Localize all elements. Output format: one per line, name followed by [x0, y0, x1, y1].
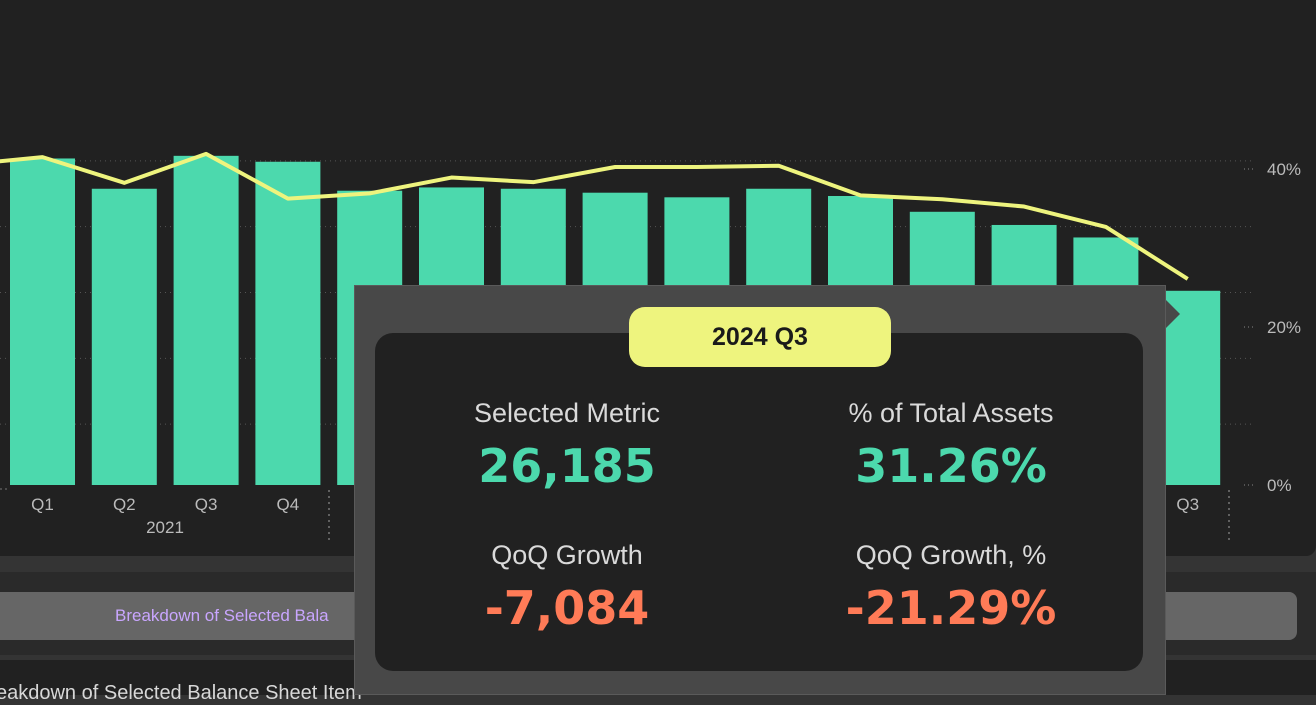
bar: [10, 158, 75, 485]
tooltip-period-badge: 2024 Q3: [629, 307, 891, 367]
metric-value: 26,185: [478, 439, 656, 493]
bar: [173, 155, 239, 486]
metric-label: % of Total Assets: [848, 398, 1054, 428]
tooltip-pointer: [1166, 300, 1180, 328]
bar: [255, 161, 321, 485]
metric-selected: Selected Metric 26,185: [375, 398, 759, 493]
metric-label: QoQ Growth, %: [855, 540, 1047, 570]
x-tick-label: Q3: [1176, 495, 1199, 514]
metric-value: -21.29%: [845, 581, 1057, 635]
x-tick-label: Q1: [31, 495, 54, 514]
breakdown-title: eakdown of Selected Balance Sheet Item: [0, 682, 362, 704]
metric-label: Selected Metric: [473, 398, 661, 428]
x-tick-label: Q3: [195, 495, 218, 514]
line-series: [0, 151, 1189, 281]
metric-value: -7,084: [484, 581, 650, 635]
metric-qoq-growth-pct: QoQ Growth, % -21.29%: [759, 540, 1143, 635]
bar: [91, 188, 157, 485]
tooltip-card: Selected Metric 26,185 % of Total Assets…: [375, 333, 1143, 671]
metric-qoq-growth: QoQ Growth -7,084: [375, 540, 759, 635]
metric-label: QoQ Growth: [491, 540, 643, 570]
chart-tooltip: Selected Metric 26,185 % of Total Assets…: [354, 285, 1166, 695]
x-tick-label: Q2: [113, 495, 136, 514]
y-tick-label: 40%: [1267, 160, 1301, 179]
y-tick-label: 20%: [1267, 318, 1301, 337]
year-label: 2021: [146, 518, 184, 537]
chart-panel: 40% 20% 0% Q1 Q2 Q3 Q4 Q3 2021: [0, 0, 1316, 556]
metric-pct-total-assets: % of Total Assets 31.26%: [759, 398, 1143, 493]
y-tick-label: 0%: [1267, 476, 1292, 495]
x-tick-label: Q4: [277, 495, 300, 514]
metric-value: 31.26%: [855, 439, 1047, 493]
breakdown-button-label: Breakdown of Selected Bala: [115, 606, 329, 625]
